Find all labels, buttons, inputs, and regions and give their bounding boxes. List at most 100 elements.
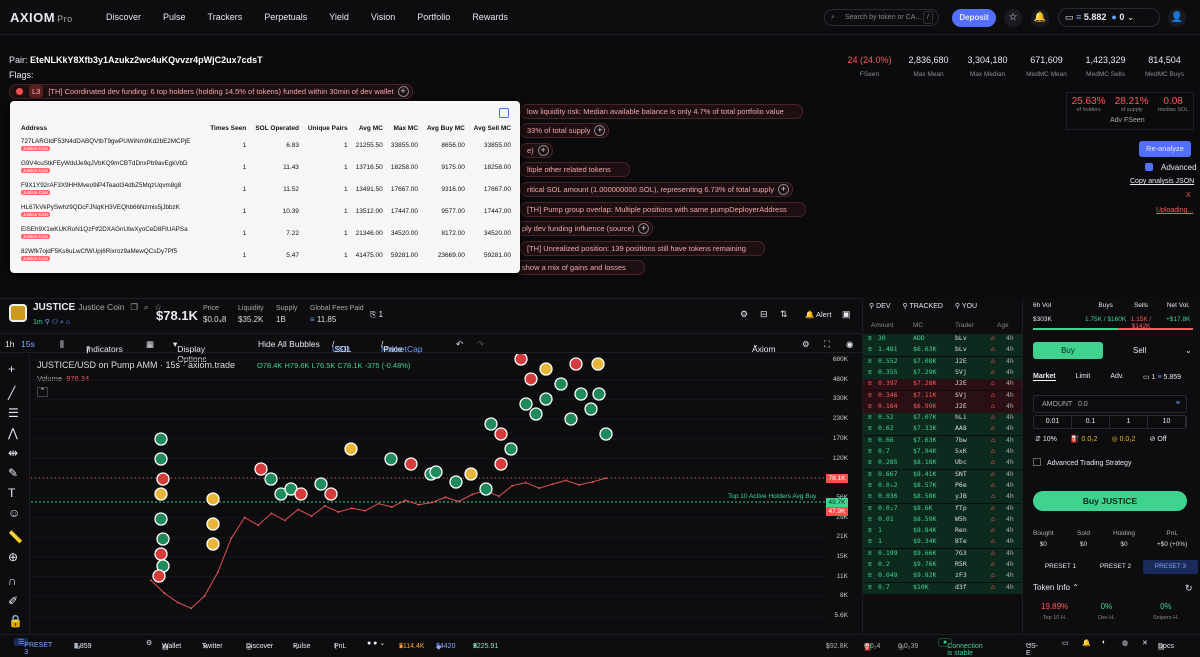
- copy-icon[interactable]: ❐: [130, 302, 138, 312]
- col-mc[interactable]: MC: [913, 322, 924, 329]
- display-options-button[interactable]: ▾ Display Options: [173, 339, 207, 364]
- trade-row[interactable]: ≡ 0.049 $9.82K zF3 ⌂ 4h: [863, 571, 1023, 583]
- collapse-icon[interactable]: ⌃: [37, 387, 48, 397]
- ruler-icon[interactable]: 📏: [8, 530, 23, 544]
- add-flag-icon[interactable]: +: [638, 223, 650, 234]
- tab-market[interactable]: Market: [1033, 373, 1056, 381]
- trade-row[interactable]: ≡ 0.7 $7.94K 5xK ⌂ 4h: [863, 447, 1023, 458]
- gear-icon[interactable]: ⚙: [802, 339, 810, 349]
- address-text[interactable]: G9V4cuStkFEyWddJe9qJVbKQ9mCBTdDnxPb9avEg…: [21, 160, 188, 167]
- trade-bubble[interactable]: [344, 442, 358, 456]
- address-cell[interactable]: G9V4cuStkFEyWddJe9qJVbKQ9mCBTdDnxPb9avEg…: [18, 156, 205, 178]
- star-icon[interactable]: ☆: [154, 302, 162, 312]
- layout-grid-icon[interactable]: ▦: [146, 339, 155, 349]
- trade-bubble[interactable]: [429, 465, 443, 479]
- trade-row[interactable]: ≡ 0.552 $7.08K J2E ⌂ 4h: [863, 356, 1023, 368]
- trade-trader[interactable]: Ubc: [955, 458, 967, 467]
- pair-address[interactable]: EteNLKkY8Xfb3y1Azukz2wc4uKQvvzr4pWjC2ux7…: [30, 55, 263, 65]
- trade-trader[interactable]: zF3: [955, 571, 967, 580]
- trade-row[interactable]: ≡ 0.355 $7.29K SVj ⌂ 4h: [863, 367, 1023, 379]
- add-flag-icon[interactable]: +: [397, 86, 409, 97]
- sell-tab[interactable]: Sell: [1133, 346, 1147, 355]
- buy-token-button[interactable]: Buy JUSTICE: [1033, 491, 1187, 511]
- trade-bubble[interactable]: [504, 442, 518, 456]
- trade-bubble[interactable]: [154, 487, 168, 501]
- uploading-link[interactable]: Uploading...: [1156, 207, 1194, 214]
- trade-bubble[interactable]: [384, 452, 398, 466]
- address-cell[interactable]: 727LARGtdF53N4dDABQVtbT9gwPUWiNm9Kd2bE2M…: [18, 134, 205, 156]
- trade-trader[interactable]: 5xK: [955, 447, 967, 455]
- trade-bubble[interactable]: [264, 472, 278, 486]
- nav-perpetuals[interactable]: Perpetuals: [264, 12, 308, 22]
- trade-row[interactable]: ≡ 0.667 $8.41K SNT ⌂ 4h: [863, 469, 1023, 481]
- advanced-checkbox[interactable]: Advanced: [1145, 163, 1197, 172]
- trade-bubble[interactable]: [324, 487, 338, 501]
- reanalyze-button[interactable]: Re-analyze: [1139, 141, 1191, 157]
- trade-row[interactable]: ≡ 0.346 $7.11K SVj ⌂ 4h: [863, 390, 1023, 402]
- trade-row[interactable]: ≡ 0.52 $7.07K hLi ⌂ 4h: [863, 413, 1023, 425]
- star-icon[interactable]: ☆: [1004, 9, 1022, 27]
- preset-10[interactable]: 10: [1148, 416, 1186, 428]
- flag-item[interactable]: [TH] Unrealized position: 139 positions …: [520, 241, 765, 256]
- nav-yield[interactable]: Yield: [329, 12, 349, 22]
- trade-bubble[interactable]: [449, 475, 463, 489]
- layout-icon[interactable]: ▣: [842, 309, 851, 319]
- copy-json-link[interactable]: Copy analysis JSON: [1130, 178, 1195, 185]
- flag-item[interactable]: L3 [TH] Coordinated dev funding: 6 top ho…: [9, 84, 413, 99]
- flag-item[interactable]: low liquidity risk: Median available bal…: [520, 104, 803, 119]
- trade-row[interactable]: ≡ 0.285 $8.18K Ubc ⌂ 4h: [863, 458, 1023, 470]
- chain-toggle[interactable]: ● ● ⌄: [367, 640, 386, 647]
- table-row[interactable]: 727LARGtdF53N4dDABQVtbT9gwPUWiNm9Kd2bE2M…: [18, 134, 514, 156]
- trade-bubble[interactable]: [206, 492, 220, 506]
- trade-row[interactable]: ≡ 0.0₂2 $8.57K P6e ⌂ 4h: [863, 480, 1023, 492]
- address-text[interactable]: HL67kVkPySwhz9QDcFJNqKH3VEQhb66Nzmis5jJb…: [21, 204, 180, 211]
- candle-icon[interactable]: ⫼: [60, 339, 64, 349]
- preset-1[interactable]: 1: [1110, 416, 1148, 428]
- holders-count[interactable]: ⎘ 1: [370, 310, 383, 320]
- trade-bubble[interactable]: [494, 457, 508, 471]
- trade-bubble[interactable]: [154, 432, 168, 446]
- address-cell[interactable]: EiSEh9X1wKUKRoN1QzFtf2DXAGnUtwXyoCeD8FtU…: [18, 222, 205, 244]
- trade-row[interactable]: ≡ 0.66 $7.63K 7bw ⌂ 4h: [863, 435, 1023, 447]
- trade-trader[interactable]: fTp: [955, 503, 967, 512]
- deposit-button[interactable]: Deposit: [952, 9, 996, 27]
- user-icon[interactable]: 👤: [1168, 9, 1186, 27]
- settings-icon[interactable]: ⚙: [740, 309, 749, 319]
- trade-trader[interactable]: BTe: [955, 537, 967, 546]
- trade-trader[interactable]: SNT: [955, 469, 967, 478]
- source-select[interactable]: Axiom ⌄: [752, 339, 776, 354]
- address-text[interactable]: EiSEh9X1wKUKRoN1QzFtf2DXAGnUtwXyoCeD8FtU…: [21, 226, 188, 233]
- fullscreen-icon[interactable]: ⛶: [824, 339, 830, 349]
- flag-item[interactable]: ply dev funding influence (source) +: [515, 221, 654, 236]
- trade-trader[interactable]: J2E: [955, 379, 967, 388]
- col-amount[interactable]: Amount: [871, 322, 894, 329]
- nav-trackers[interactable]: Trackers: [207, 12, 243, 22]
- trade-row[interactable]: ≡ 1.481 $6.63K bLv ⌂ 4h: [863, 345, 1023, 357]
- trade-trader[interactable]: hLi: [955, 413, 967, 422]
- trade-bubble[interactable]: [592, 387, 606, 401]
- tab-tracked[interactable]: ⚲ TRACKED: [903, 302, 943, 310]
- mc-price-toggle[interactable]: MarketCap / Price: [381, 339, 423, 354]
- table-row[interactable]: HL67kVkPySwhz9QDcFJNqKH3VEQhb66Nzmis5jJb…: [18, 200, 514, 222]
- tab-preset-1[interactable]: PRESET 1: [1044, 563, 1077, 570]
- trade-bubble[interactable]: [294, 487, 308, 501]
- address-cell[interactable]: 82Wfk7ojdF5Ks6uLwCfWUpj6Rixroz9aMewQCsDy…: [18, 244, 205, 266]
- flag-item[interactable]: e) +: [520, 143, 553, 158]
- tab-you[interactable]: ⚲ YOU: [955, 302, 977, 310]
- refresh-icon[interactable]: ↻: [1185, 583, 1193, 593]
- link-icons[interactable]: ⚲ ⚇ ⌕ ⌂: [44, 319, 71, 326]
- add-flag-icon[interactable]: +: [777, 184, 789, 195]
- axiom-logo[interactable]: AXIOM Pro: [10, 10, 73, 25]
- token-info-toggle[interactable]: Token Info ⌃: [1033, 583, 1079, 592]
- search-icon[interactable]: ⌕: [143, 302, 149, 312]
- order-settings[interactable]: ⇵ 10% ⛽ 0.0₁2 ◎ 0.0₁2 ⊘ Off: [1035, 435, 1167, 443]
- trade-trader[interactable]: Ren: [955, 526, 967, 535]
- flag-item[interactable]: 33% of total supply +: [520, 123, 610, 138]
- crosshair-icon[interactable]: +: [8, 362, 16, 376]
- trade-trader[interactable]: P6e: [955, 480, 967, 489]
- nav-vision[interactable]: Vision: [370, 12, 396, 22]
- add-flag-icon[interactable]: +: [594, 125, 606, 136]
- price-chart[interactable]: JUSTICE/USD on Pump AMM · 15s · axiom.tr…: [31, 354, 826, 634]
- trade-bubble[interactable]: [539, 362, 553, 376]
- nav-pulse[interactable]: Pulse: [163, 12, 186, 22]
